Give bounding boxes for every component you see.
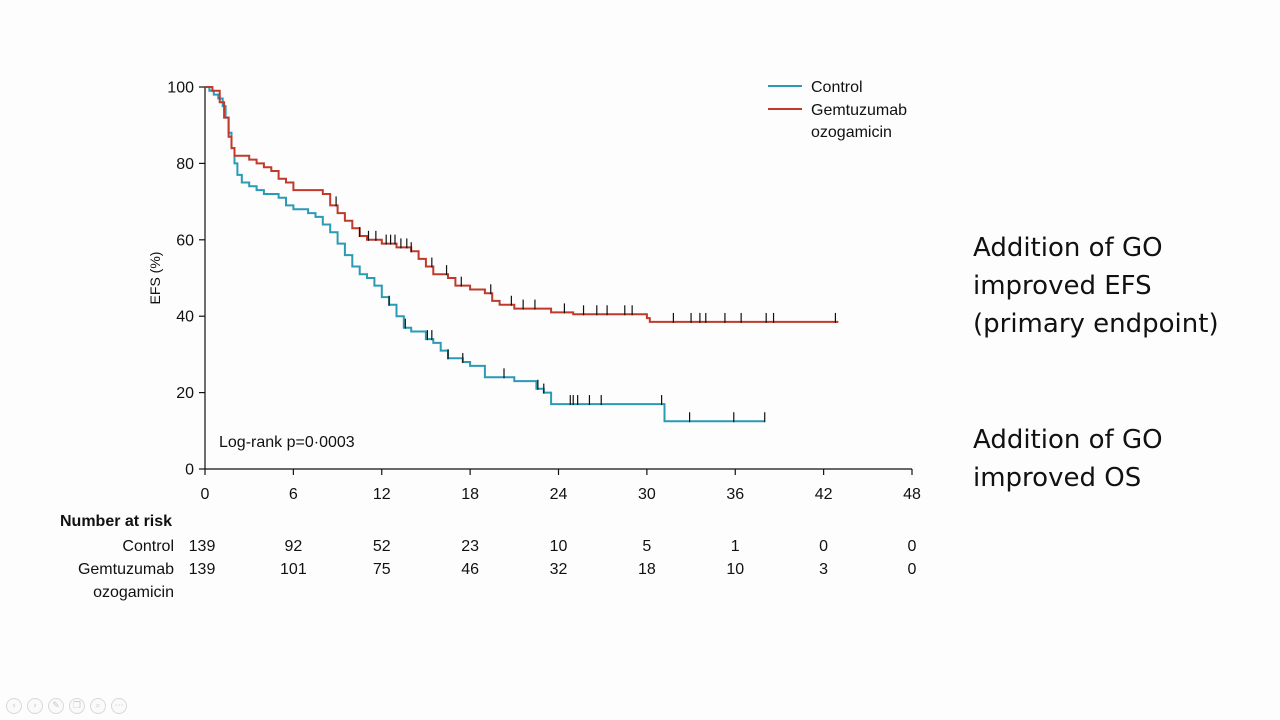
risk-value-0-7: 0 [819, 538, 829, 555]
more-icon[interactable]: ⋯ [111, 698, 127, 714]
risk-value-1-2: 75 [372, 561, 391, 578]
x-tick-label-30: 30 [638, 486, 656, 503]
risk-value-0-2: 52 [372, 538, 391, 555]
risk-value-1-7: 3 [819, 561, 829, 578]
y-tick-label-100: 100 [167, 80, 194, 97]
y-tick-label-60: 60 [176, 232, 194, 249]
risk-row-label-0: Control [122, 538, 174, 555]
risk-value-0-1: 92 [284, 538, 303, 555]
legend-label-control: Control [811, 79, 863, 96]
x-tick-label-0: 0 [201, 486, 210, 503]
x-tick-label-24: 24 [550, 486, 568, 503]
note-os: Addition of GO improved OS [973, 425, 1163, 493]
log-rank-annotation: Log-rank p=0·0003 [219, 434, 355, 451]
risk-value-0-5: 5 [642, 538, 652, 555]
risk-value-1-6: 10 [726, 561, 745, 578]
x-tick-label-48: 48 [903, 486, 921, 503]
y-tick-label-40: 40 [176, 309, 194, 326]
risk-value-1-0: 139 [188, 561, 216, 578]
legend-label-go-line2: ozogamicin [811, 124, 892, 141]
slideshow-toolbar: ‹ › ✎ ❐ ⌕ ⋯ [6, 698, 127, 716]
risk-value-0-6: 1 [730, 538, 740, 555]
risk-value-0-8: 0 [907, 538, 917, 555]
x-tick-label-42: 42 [815, 486, 833, 503]
y-tick-label-80: 80 [176, 156, 194, 173]
next-icon[interactable]: › [27, 698, 43, 714]
x-tick-label-36: 36 [726, 486, 744, 503]
y-tick-label-20: 20 [176, 385, 194, 402]
risk-value-0-4: 10 [549, 538, 568, 555]
copy-icon[interactable]: ❐ [69, 698, 85, 714]
risk-value-1-4: 32 [549, 561, 568, 578]
legend-label-go-line1: Gemtuzumab [811, 102, 907, 119]
y-axis-label: EFS (%) [147, 252, 163, 305]
x-tick-label-18: 18 [461, 486, 479, 503]
x-tick-label-6: 6 [289, 486, 298, 503]
pen-icon[interactable]: ✎ [48, 698, 64, 714]
prev-icon[interactable]: ‹ [6, 698, 22, 714]
note-efs: Addition of GO improved EFS (primary end… [973, 233, 1219, 339]
risk-table-title: Number at risk [60, 513, 173, 530]
risk-row-label-1-cont: ozogamicin [93, 584, 174, 601]
series-line-0 [205, 86, 765, 423]
risk-value-1-1: 101 [280, 561, 307, 578]
risk-value-0-0: 139 [188, 538, 216, 555]
zoom-icon[interactable]: ⌕ [90, 698, 106, 714]
risk-value-1-3: 46 [461, 561, 480, 578]
risk-value-0-3: 23 [461, 538, 480, 555]
y-tick-label-0: 0 [185, 462, 194, 479]
series-line-1 [205, 86, 839, 323]
risk-value-1-5: 18 [637, 561, 656, 578]
x-tick-label-12: 12 [373, 486, 391, 503]
risk-row-label-1: Gemtuzumab [77, 561, 174, 578]
risk-value-1-8: 0 [907, 561, 917, 578]
